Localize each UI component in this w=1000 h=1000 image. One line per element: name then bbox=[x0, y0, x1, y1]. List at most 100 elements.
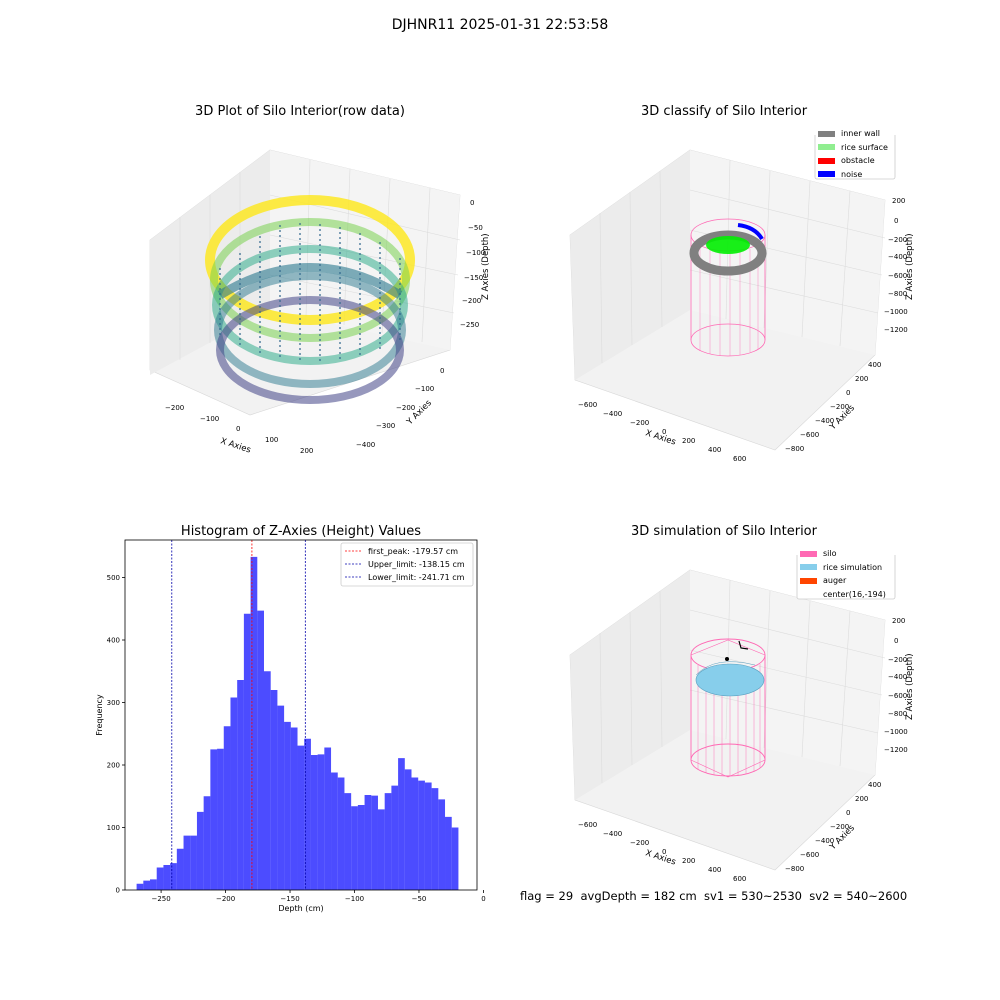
raw-xtick: 100 bbox=[265, 436, 278, 444]
axis-tick-label: 0 bbox=[894, 637, 898, 645]
raw-ztick: −150 bbox=[464, 274, 483, 282]
axis-tick-label: −600 bbox=[578, 821, 597, 829]
legend-swatch bbox=[818, 130, 835, 137]
histogram-bar bbox=[150, 879, 157, 890]
legend-label: Upper_limit: -138.15 cm bbox=[368, 560, 465, 569]
histogram-bar bbox=[304, 738, 311, 890]
histogram-bar bbox=[143, 880, 151, 890]
legend-entry: rice simulation bbox=[800, 561, 886, 575]
axis-tick-label: 0 bbox=[846, 389, 850, 397]
axis-tick-label: −1200 bbox=[884, 746, 908, 754]
axis-tick-label: −200 bbox=[888, 236, 907, 244]
histogram-bar bbox=[398, 758, 405, 890]
raw-ylabel: Y Axies bbox=[404, 398, 434, 428]
legend-swatch bbox=[800, 550, 817, 557]
raw-ztick: 0 bbox=[470, 199, 474, 207]
histogram-y-tick-label: 400 bbox=[107, 637, 120, 645]
histogram-chart: −250 −200 −150 −100 −50 0 0 100 200 300 400 500 De… bbox=[95, 539, 486, 913]
histogram-bar bbox=[183, 835, 191, 890]
axis-tick-label: −400 bbox=[888, 673, 907, 681]
axis-tick-label: 0 bbox=[846, 809, 850, 817]
axis-tick-label: −200 bbox=[630, 419, 649, 427]
classify-xlabel: X Axies bbox=[644, 428, 677, 447]
histogram-bar bbox=[250, 556, 258, 890]
axis-tick-label: −1000 bbox=[884, 728, 908, 736]
axis-tick-label: −600 bbox=[578, 401, 597, 409]
histogram-bar bbox=[411, 777, 419, 890]
histogram-bar bbox=[257, 610, 264, 890]
axis-tick-label: −1000 bbox=[884, 308, 908, 316]
histogram-bar bbox=[337, 777, 345, 890]
axis-tick-label: −600 bbox=[800, 431, 819, 439]
histogram-bar bbox=[217, 748, 224, 890]
classify-point-cloud bbox=[689, 223, 767, 276]
histogram-bar bbox=[364, 795, 372, 890]
raw-ztick: −200 bbox=[462, 297, 481, 305]
histogram-bar bbox=[377, 809, 385, 890]
histogram-bar bbox=[324, 747, 332, 890]
axis-tick-label: −800 bbox=[785, 445, 804, 453]
histogram-bar bbox=[263, 671, 271, 890]
raw-ticks: −200 −100 0 100 200 0 −100 −200 −300 −40… bbox=[165, 199, 485, 455]
histogram-bar bbox=[431, 788, 439, 890]
axis-tick-label: 200 bbox=[855, 375, 868, 383]
raw-xlabel: X Axies bbox=[219, 436, 252, 455]
axis-tick-label: −600 bbox=[888, 272, 907, 280]
histogram-bar bbox=[243, 613, 251, 890]
axis-tick-label: −400 bbox=[815, 837, 834, 845]
histogram-y-tick-label: 0 bbox=[116, 887, 120, 895]
legend-swatch bbox=[800, 564, 817, 571]
raw-ztick: −50 bbox=[468, 224, 483, 232]
axis-tick-label: −600 bbox=[800, 851, 819, 859]
histogram-x-tick-label: 0 bbox=[481, 895, 485, 903]
histogram-bar bbox=[223, 726, 231, 890]
axis-tick-label: 0 bbox=[662, 848, 666, 856]
axis-tick-label: 200 bbox=[682, 437, 695, 445]
legend-swatch bbox=[800, 577, 817, 584]
raw-ytick: −300 bbox=[376, 422, 395, 430]
histogram-ylabel: Frequency bbox=[95, 694, 104, 736]
histogram-bar bbox=[237, 680, 244, 890]
axis-tick-label: −400 bbox=[815, 417, 834, 425]
histogram-bar bbox=[270, 690, 278, 890]
axis-tick-label: −200 bbox=[888, 656, 907, 664]
histogram-y-tick-label: 200 bbox=[107, 762, 120, 770]
histogram-bar bbox=[297, 745, 305, 890]
raw-zlabel: Z Axies (Depth) bbox=[481, 233, 491, 300]
classify-3d-plot: −600 −400 −200 0 200 400 600 400 200 0 −… bbox=[569, 135, 915, 463]
histogram-bar bbox=[310, 755, 318, 890]
raw-xtick: −200 bbox=[165, 404, 184, 412]
histogram-bar bbox=[284, 721, 291, 890]
classify-axis-panes bbox=[569, 149, 886, 451]
simulation-legend bbox=[796, 555, 896, 600]
legend-swatch bbox=[818, 171, 835, 178]
status-footer: flag = 29 avgDepth = 182 cm sv1 = 530~25… bbox=[520, 889, 908, 903]
histogram-bar bbox=[384, 793, 392, 890]
legend-entry: rice surface bbox=[818, 141, 888, 155]
histogram-x-ticks: −250 −200 −150 −100 −50 0 bbox=[151, 890, 486, 903]
axis-tick-label: −800 bbox=[888, 290, 907, 298]
histogram-title: Histogram of Z-Axies (Height) Values bbox=[180, 524, 422, 539]
raw-ztick: −100 bbox=[466, 249, 485, 257]
histogram-bar bbox=[203, 796, 211, 890]
histogram-bar bbox=[290, 727, 298, 890]
histogram-bar bbox=[230, 697, 238, 890]
histogram-bar bbox=[404, 769, 412, 890]
histogram-y-tick-label: 100 bbox=[107, 824, 120, 832]
histogram-reference-lines bbox=[171, 540, 306, 890]
histogram-xlabel: Depth (cm) bbox=[278, 904, 323, 913]
histogram-bar bbox=[371, 795, 378, 890]
histogram-bar bbox=[317, 754, 325, 890]
histogram-frame bbox=[124, 539, 478, 891]
axis-tick-label: −200 bbox=[830, 403, 849, 411]
simulation-zlabel: Z Axies (Depth) bbox=[905, 653, 915, 720]
figure-suptitle: DJHNR11 2025-01-31 22:53:58 bbox=[391, 17, 609, 33]
axis-tick-label: −200 bbox=[830, 823, 849, 831]
axis-tick-label: 400 bbox=[868, 361, 881, 369]
axis-tick-label: 200 bbox=[855, 795, 868, 803]
histogram-bar bbox=[196, 811, 204, 890]
axis-tick-label: 400 bbox=[868, 781, 881, 789]
classify-zlabel: Z Axies (Depth) bbox=[905, 233, 915, 300]
axis-tick-label: 600 bbox=[733, 455, 746, 463]
axis-tick-label: −400 bbox=[603, 410, 622, 418]
